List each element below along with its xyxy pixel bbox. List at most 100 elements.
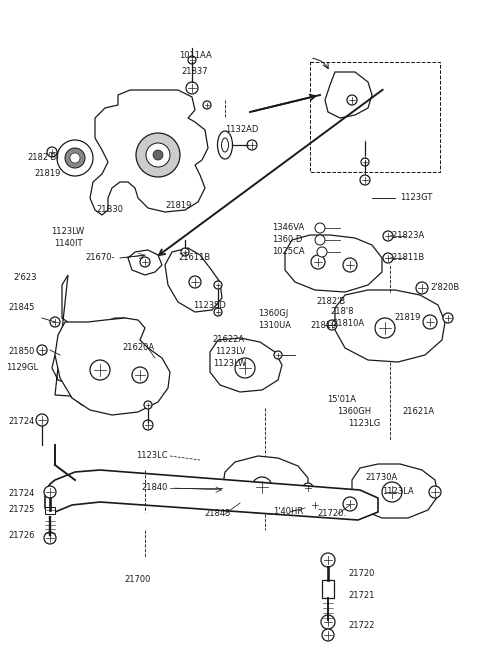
Polygon shape (52, 275, 138, 410)
Text: 218'8: 218'8 (330, 307, 354, 317)
Text: 1360GJ: 1360GJ (258, 309, 288, 319)
Text: 21726: 21726 (9, 532, 35, 541)
Circle shape (252, 477, 272, 497)
Text: 1129GL: 1129GL (6, 363, 38, 373)
Circle shape (140, 257, 150, 267)
Text: 21840: 21840 (142, 484, 168, 493)
Text: 1123LG: 1123LG (348, 420, 380, 428)
Circle shape (443, 313, 453, 323)
Text: 2182'B: 2182'B (27, 154, 57, 162)
Circle shape (315, 223, 325, 233)
Circle shape (153, 150, 163, 160)
Circle shape (343, 497, 357, 511)
Text: 21700: 21700 (125, 576, 151, 585)
Polygon shape (335, 290, 445, 362)
Text: -21811B: -21811B (390, 254, 425, 263)
Circle shape (311, 255, 325, 269)
Circle shape (143, 420, 153, 430)
Text: 21720: 21720 (348, 570, 374, 579)
Text: 21620A: 21620A (122, 344, 154, 353)
Circle shape (317, 247, 327, 257)
Text: 21837: 21837 (182, 68, 208, 76)
Text: 1360GH: 1360GH (337, 407, 371, 417)
Circle shape (322, 629, 334, 641)
Circle shape (214, 281, 222, 289)
Text: 1360.D: 1360.D (272, 235, 302, 244)
Text: 21724: 21724 (9, 489, 35, 499)
Text: 21621A: 21621A (402, 407, 434, 417)
Text: 2'820B: 2'820B (430, 284, 459, 292)
Circle shape (90, 360, 110, 380)
Text: 21721: 21721 (348, 591, 374, 600)
Text: 21611B: 21611B (178, 254, 210, 263)
Circle shape (321, 615, 335, 629)
Circle shape (132, 367, 148, 383)
Circle shape (382, 482, 402, 502)
Text: 1123LW: 1123LW (214, 359, 247, 369)
Circle shape (70, 153, 80, 163)
Text: 21845: 21845 (9, 304, 35, 313)
Bar (310, 62, 440, 172)
Circle shape (57, 140, 93, 176)
Circle shape (416, 282, 428, 294)
Text: 1346VA: 1346VA (272, 223, 304, 233)
Text: 21819: 21819 (395, 313, 421, 323)
Polygon shape (128, 250, 162, 275)
Circle shape (360, 175, 370, 185)
Circle shape (247, 140, 257, 150)
Text: 15'01A: 15'01A (327, 396, 357, 405)
Circle shape (315, 235, 325, 245)
Circle shape (214, 308, 222, 316)
Polygon shape (165, 248, 222, 312)
Circle shape (423, 315, 437, 329)
Text: 1123LA: 1123LA (382, 487, 414, 497)
Text: 21670-: 21670- (85, 254, 115, 263)
Text: 21B30: 21B30 (96, 206, 123, 214)
Circle shape (274, 351, 282, 359)
Bar (322, 580, 334, 598)
Circle shape (310, 500, 320, 510)
Text: 21722: 21722 (348, 622, 374, 631)
Polygon shape (210, 338, 282, 392)
Text: 1123LC: 1123LC (136, 451, 168, 461)
Circle shape (347, 95, 357, 105)
Bar (45, 507, 55, 514)
Text: 1140IT: 1140IT (54, 240, 82, 248)
Circle shape (144, 401, 152, 409)
Text: 21850: 21850 (9, 348, 35, 357)
Text: 21845: 21845 (205, 509, 231, 518)
Circle shape (375, 318, 395, 338)
Text: 21724: 21724 (9, 417, 35, 426)
Polygon shape (55, 318, 170, 415)
Circle shape (383, 231, 393, 241)
Text: 1'40HR: 1'40HR (273, 507, 303, 516)
Text: 1310UA: 1310UA (258, 321, 291, 330)
Circle shape (37, 345, 47, 355)
Text: 21720.: 21720. (317, 509, 347, 518)
Text: 21819: 21819 (35, 170, 61, 179)
Circle shape (188, 56, 196, 64)
Text: 2182'B: 2182'B (316, 298, 345, 307)
Ellipse shape (217, 131, 232, 159)
Circle shape (429, 486, 441, 498)
Circle shape (146, 143, 170, 167)
Polygon shape (285, 235, 382, 292)
Circle shape (361, 158, 369, 166)
Text: 21730A: 21730A (366, 474, 398, 482)
Circle shape (186, 82, 198, 94)
Circle shape (36, 414, 48, 426)
Circle shape (47, 147, 57, 157)
Circle shape (321, 553, 335, 567)
Text: 1132AD: 1132AD (225, 125, 258, 135)
Text: 1011AA: 1011AA (179, 51, 211, 60)
Circle shape (44, 486, 56, 498)
Text: 21725: 21725 (9, 505, 35, 514)
Text: -21823A: -21823A (390, 231, 425, 240)
Text: 1123SD: 1123SD (193, 302, 227, 311)
Text: 21622A: 21622A (212, 336, 244, 344)
Polygon shape (45, 470, 378, 520)
Circle shape (303, 483, 313, 493)
Circle shape (44, 532, 56, 544)
Text: 1123LW: 1123LW (51, 227, 84, 237)
Circle shape (203, 101, 211, 109)
